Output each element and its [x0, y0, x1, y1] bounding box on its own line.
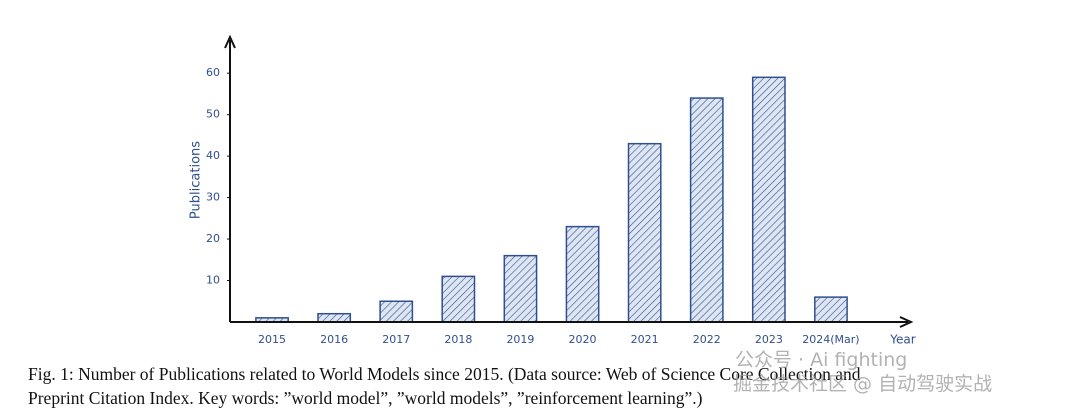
x-tick-label: 2020	[569, 333, 597, 346]
x-tick-label: 2015	[258, 333, 286, 346]
y-tick-label: 50	[206, 108, 220, 121]
x-arrow	[899, 316, 914, 328]
y-axis-label: Publications	[189, 141, 204, 219]
bar	[503, 254, 538, 323]
x-tick-label: 2021	[631, 333, 659, 346]
x-tick-label: 2017	[382, 333, 410, 346]
y-tick-label: 20	[206, 232, 220, 245]
watermark: 公众号 · Ai fighting	[735, 349, 907, 371]
x-tick-label: 2023	[755, 333, 783, 346]
y-tick-label: 30	[206, 191, 220, 204]
x-tick-label: 2018	[444, 333, 472, 346]
watermark: 掘金技术社区 @ 自动驾驶实战	[733, 373, 992, 395]
x-tick-label: 2016	[320, 333, 348, 346]
bar	[814, 296, 848, 323]
x-tick-label: 2019	[506, 333, 534, 346]
x-tick-label: 2024(Mar)	[802, 333, 859, 346]
bar	[627, 142, 662, 323]
caption-line: Fig. 1: Number of Publications related t…	[28, 364, 861, 384]
bar	[689, 97, 724, 323]
caption-line: Preprint Citation Index. Key words: ”wor…	[28, 388, 703, 408]
bar	[441, 275, 476, 323]
bar	[565, 225, 600, 323]
bar	[379, 300, 414, 323]
y-tick-label: 10	[206, 274, 220, 287]
bar	[317, 312, 352, 323]
bar	[751, 76, 786, 323]
y-tick-label: 40	[206, 149, 220, 162]
x-tick-label: 2022	[693, 333, 721, 346]
x-axis-label: Year	[889, 333, 915, 347]
y-tick-label: 60	[206, 66, 220, 79]
y-arrow	[224, 34, 236, 49]
